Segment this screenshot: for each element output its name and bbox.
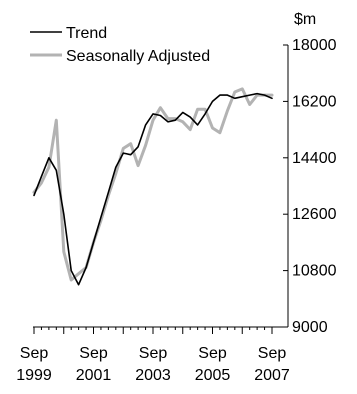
y-tick-label: 16200 — [292, 93, 337, 110]
y-tick-label: 12600 — [292, 206, 337, 223]
x-tick-label-month: Sep — [20, 345, 49, 362]
x-tick-label-year: 2005 — [195, 367, 231, 384]
x-tick-label-year: 2007 — [254, 367, 290, 384]
x-tick-label-month: Sep — [258, 345, 287, 362]
y-tick-label: 10800 — [292, 263, 337, 280]
y-tick-label: 9000 — [292, 319, 328, 336]
series-layer — [32, 87, 274, 286]
axes: 18000 16200 14400 12600 10800 9000 Sep 1999 Sep 2… — [16, 37, 336, 384]
x-tick-label-month: Sep — [139, 345, 168, 362]
y-tick-label: 14400 — [292, 150, 337, 167]
y-axis-unit-label: $m — [294, 11, 316, 28]
x-tick-label-year: 2001 — [76, 367, 112, 384]
y-tick-label: 18000 — [292, 37, 337, 54]
legend: Trend Seasonally Adjusted — [30, 25, 210, 65]
x-tick-label-year: 2003 — [135, 367, 171, 384]
legend-label-trend: Trend — [66, 25, 107, 42]
x-tick-label-month: Sep — [198, 345, 227, 362]
x-tick-label-year: 1999 — [16, 367, 52, 384]
series-line-trend — [33, 92, 273, 286]
x-tick-label-month: Sep — [79, 345, 108, 362]
series-line-seasonally-adjusted — [32, 87, 274, 282]
legend-label-seasonally-adjusted: Seasonally Adjusted — [66, 48, 210, 65]
